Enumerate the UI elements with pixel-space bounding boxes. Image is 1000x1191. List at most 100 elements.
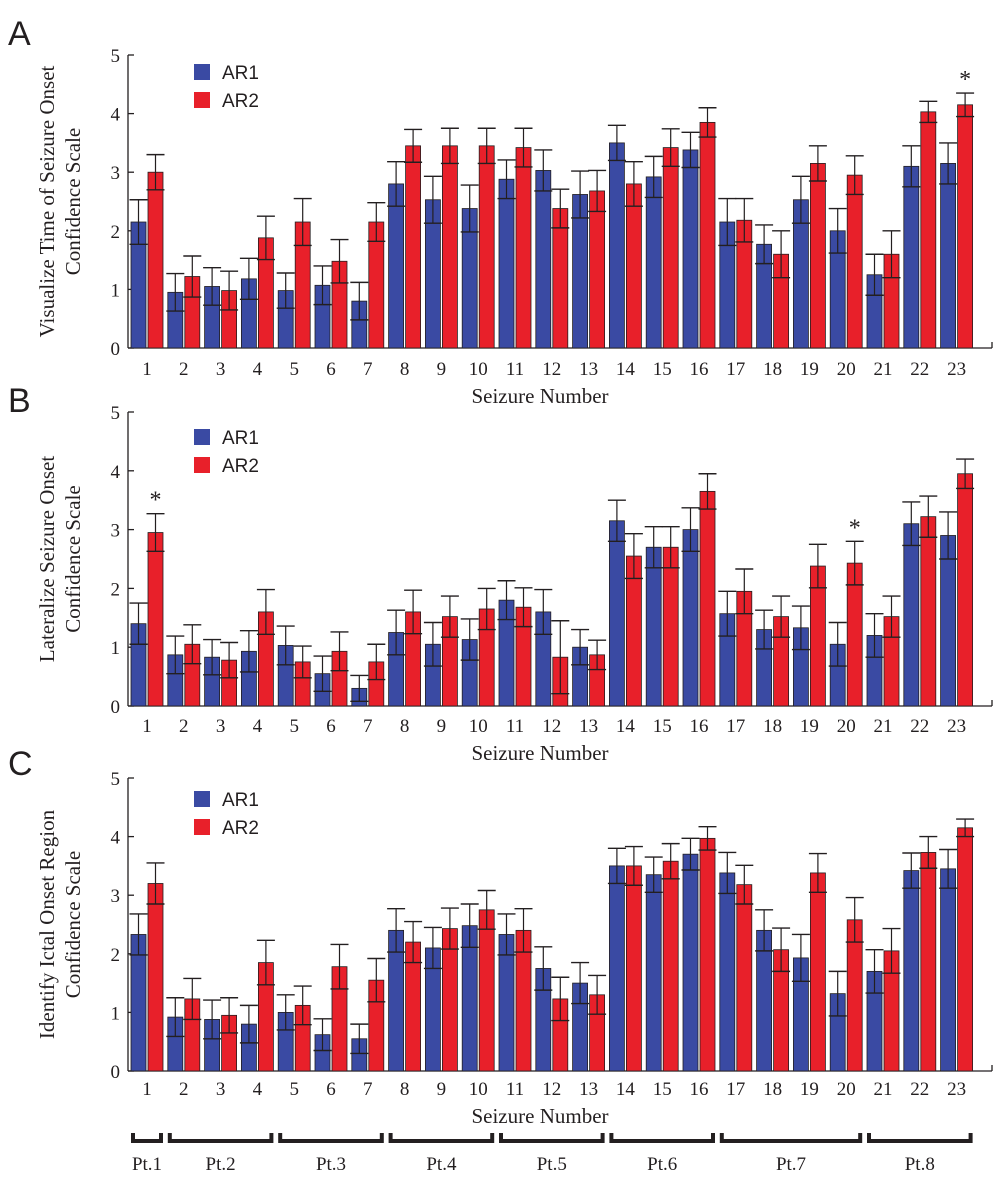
error-bar-ar2-seizure-13 [588, 639, 607, 671]
error-bar-ar2-seizure-8 [404, 128, 423, 163]
error-bar-ar2-seizure-5 [293, 645, 312, 679]
error-bar-ar1-seizure-14 [607, 499, 626, 543]
error-bar-ar2-seizure-3 [220, 270, 239, 311]
error-bar-ar2-seizure-2 [183, 977, 202, 1021]
y-tick-label: 5 [111, 769, 121, 790]
x-tick-label: 6 [326, 716, 336, 737]
patient-label: Pt.7 [776, 1154, 806, 1175]
bar-ar2-seizure-14 [626, 183, 642, 349]
error-bar-ar2-seizure-7 [367, 643, 386, 681]
x-tick-label: 19 [800, 359, 819, 380]
x-axis-label: Seizure Number [471, 384, 608, 408]
x-tick-label: 16 [690, 716, 709, 737]
error-bar-ar1-seizure-7 [350, 1023, 369, 1055]
significance-star: * [150, 488, 162, 514]
x-tick-label: 20 [837, 359, 856, 380]
error-bar-ar2-seizure-12 [551, 188, 570, 229]
y-axis-label-line2: Confidence Scale [61, 485, 85, 633]
error-bar-ar1-seizure-4 [239, 1004, 258, 1044]
patient-label: Pt.2 [206, 1154, 236, 1175]
bar-ar2-seizure-12 [552, 208, 569, 349]
bar-ar1-seizure-8 [388, 183, 405, 349]
error-bar-ar1-seizure-20 [828, 621, 847, 667]
patient-bracket: Pt.2 [167, 1133, 274, 1175]
error-bar-ar1-seizure-1 [129, 602, 148, 645]
legend-swatch-ar2 [194, 92, 210, 108]
error-bar-ar1-seizure-22 [902, 501, 921, 547]
error-bar-ar1-seizure-8 [387, 160, 406, 207]
bar-ar2-seizure-23 [957, 104, 973, 349]
x-tick-label: 20 [837, 716, 856, 737]
x-tick-label: 18 [763, 359, 782, 380]
error-bar-ar1-seizure-21 [865, 948, 884, 994]
y-tick-label: 1 [111, 1003, 121, 1024]
error-bar-ar1-seizure-12 [534, 946, 553, 991]
bar-ar2-seizure-16 [699, 490, 716, 707]
significance-star: * [849, 515, 861, 541]
error-bar-ar2-seizure-20 [845, 540, 864, 586]
bar-ar1-seizure-15 [645, 874, 662, 1072]
bar-ar2-seizure-19 [810, 163, 826, 349]
y-tick-label: 2 [111, 579, 121, 600]
error-bar-ar1-seizure-11 [497, 580, 516, 621]
error-bar-ar1-seizure-16 [681, 837, 700, 871]
x-tick-label: 11 [506, 359, 524, 380]
x-tick-label: 23 [947, 1079, 966, 1100]
x-tick-label: 22 [910, 359, 929, 380]
bar-ar2-seizure-17 [736, 884, 753, 1072]
legend-label-ar1: AR1 [222, 63, 259, 84]
error-bar-ar1-seizure-19 [791, 175, 810, 224]
error-bar-ar2-seizure-16 [698, 473, 717, 510]
bar-ar2-seizure-23 [957, 827, 973, 1072]
bar-ar2-seizure-20 [846, 174, 863, 349]
legend-label-ar1: AR1 [222, 428, 259, 449]
error-bar-ar1-seizure-4 [239, 630, 258, 673]
x-tick-label: 12 [542, 1079, 561, 1100]
patient-label: Pt.1 [132, 1154, 162, 1175]
y-axis-label-line1: Lateralize Seizure Onset [35, 456, 59, 663]
bar-ar2-seizure-11 [515, 147, 532, 349]
error-bar-ar2-seizure-21 [882, 595, 901, 638]
x-tick-label: 3 [216, 716, 226, 737]
x-tick-label: 4 [253, 716, 263, 737]
error-bar-ar1-seizure-5 [276, 272, 295, 309]
patient-bracket: Pt.7 [719, 1133, 863, 1175]
error-bar-ar2-seizure-22 [919, 100, 938, 124]
error-bar-ar2-seizure-1 [146, 153, 165, 191]
error-bar-ar2-seizure-6 [330, 943, 349, 990]
error-bar-ar2-seizure-7 [367, 201, 386, 243]
bar-ar1-seizure-14 [609, 142, 625, 349]
bar-ar2-seizure-8 [405, 145, 422, 349]
y-axis-label-group: Lateralize Seizure Onset Confidence Scale [35, 456, 85, 663]
error-bar-ar1-seizure-7 [350, 281, 369, 321]
error-bar-ar2-seizure-23 [956, 458, 975, 490]
x-tick-label: 4 [253, 1079, 263, 1100]
error-bar-ar1-seizure-21 [865, 612, 884, 658]
bar-ar2-seizure-14 [626, 865, 642, 1072]
panel-letter: A [8, 15, 31, 53]
patient-bracket: Pt.6 [609, 1133, 715, 1175]
bar-ar1-seizure-22 [903, 523, 920, 707]
error-bar-ar1-seizure-13 [571, 170, 590, 219]
error-bar-ar2-seizure-17 [735, 568, 754, 615]
error-bar-ar1-seizure-11 [497, 159, 516, 200]
x-axis-label: Seizure Number [471, 741, 608, 765]
error-bar-ar1-seizure-14 [607, 847, 626, 885]
error-bar-ar1-seizure-15 [644, 525, 663, 569]
bar-ar2-seizure-1 [147, 883, 164, 1072]
error-bar-ar2-seizure-23 [956, 92, 975, 118]
error-bar-ar2-seizure-6 [330, 631, 349, 672]
y-tick-label: 2 [111, 945, 121, 966]
error-bar-ar2-seizure-19 [808, 145, 827, 182]
error-bar-ar1-seizure-20 [828, 970, 847, 1017]
bar-ar2-seizure-22 [920, 852, 937, 1072]
x-axis-label: Seizure Number [471, 1104, 608, 1128]
y-axis-label-line2: Confidence Scale [61, 128, 85, 276]
error-bar-ar2-seizure-21 [882, 230, 901, 279]
error-bar-ar2-seizure-4 [256, 215, 275, 261]
x-tick-label: 19 [800, 716, 819, 737]
error-bar-ar1-seizure-6 [313, 655, 332, 692]
bar-ar2-seizure-13 [589, 190, 605, 349]
